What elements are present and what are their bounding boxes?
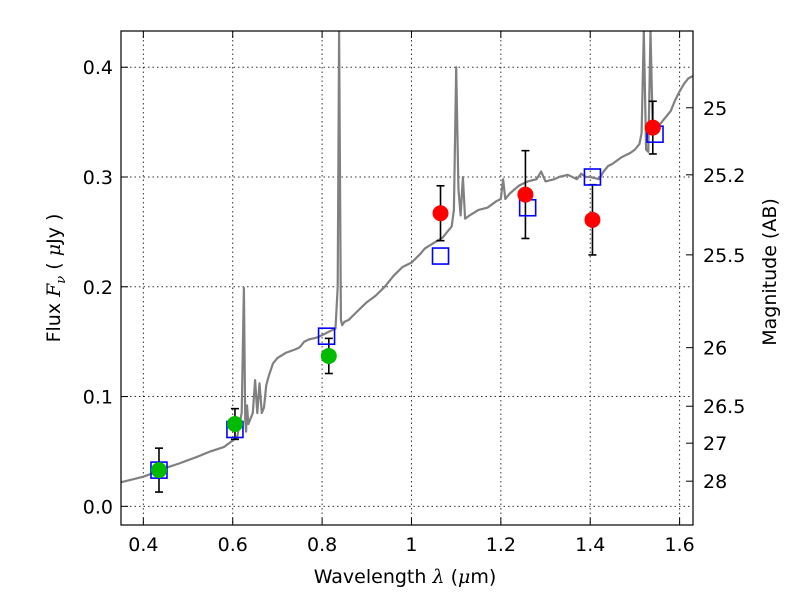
x-tick-label: 0.4 xyxy=(128,534,158,556)
magnitude-tick-label: 25.2 xyxy=(703,165,745,187)
model-square-marker xyxy=(583,168,602,186)
x-axis-label: Wavelength λ (μm) xyxy=(314,566,497,588)
magnitude-tick-label: 25.5 xyxy=(703,245,745,267)
magnitude-tick-label: 28 xyxy=(703,471,727,493)
x-tick-label: 1.6 xyxy=(664,534,694,556)
magnitude-tick-label: 27 xyxy=(703,433,727,455)
observed-point-marker xyxy=(584,211,601,228)
model-square-marker xyxy=(431,247,450,265)
model-square-marker xyxy=(317,327,336,345)
magnitude-tick-label: 26 xyxy=(703,338,727,360)
magnitude-axis-label: Magnitude (AB) xyxy=(759,198,781,346)
x-tick-label: 1 xyxy=(405,534,417,556)
y-tick-label: 0.3 xyxy=(83,167,113,189)
y-tick-label: 0.4 xyxy=(83,57,113,79)
observed-point-marker xyxy=(320,347,337,364)
magnitude-tick-label: 25 xyxy=(703,98,727,120)
x-axis-ticks: 0.4 0.6 0.8 1 1.2 1.4 1.6 xyxy=(128,31,695,556)
observed-point-marker xyxy=(226,416,243,433)
x-tick-label: 1.4 xyxy=(575,534,605,556)
x-tick-label: 0.6 xyxy=(218,534,248,556)
observed-point-marker xyxy=(517,186,534,203)
x-tick-label: 0.8 xyxy=(307,534,337,556)
spectrum-layer xyxy=(121,31,693,484)
y-axis-label: Flux Fν ( μJy ) xyxy=(43,214,69,343)
magnitude-axis-ticks: 25 25.2 25.5 26 26.5 27 28 xyxy=(686,98,745,493)
observed-photometry-layer xyxy=(150,119,661,479)
spectrum-line xyxy=(121,31,693,484)
errorbar-layer xyxy=(154,100,657,493)
observed-point-marker xyxy=(150,462,167,479)
observed-point-marker xyxy=(432,205,449,222)
y-axis-ticks: 0.0 0.1 0.2 0.3 0.4 xyxy=(83,57,128,518)
y-tick-label: 0.0 xyxy=(83,496,113,518)
observed-point-marker xyxy=(644,119,661,136)
magnitude-tick-label: 26.5 xyxy=(703,396,745,418)
plot-frame xyxy=(120,30,694,526)
y-tick-label: 0.1 xyxy=(83,387,113,409)
grid-lines xyxy=(121,31,693,525)
x-tick-label: 1.2 xyxy=(486,534,516,556)
y-tick-label: 0.2 xyxy=(83,277,113,299)
